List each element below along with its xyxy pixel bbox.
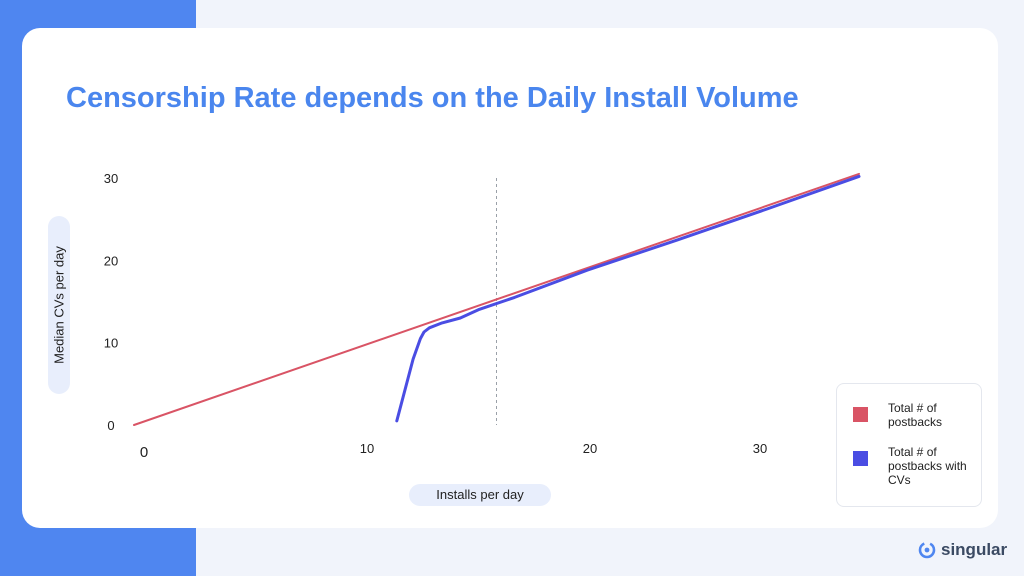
y-tick-label: 10 bbox=[104, 336, 118, 351]
page-title: Censorship Rate depends on the Daily Ins… bbox=[66, 82, 799, 114]
y-axis-label-pill bbox=[48, 216, 70, 394]
legend-item-postbacks-with-cvs: Total # of postbacks with CVs bbox=[853, 445, 968, 487]
brand-logo: singular bbox=[918, 540, 1007, 560]
y-tick-label: 20 bbox=[104, 253, 118, 268]
legend-swatch-total-postbacks bbox=[853, 407, 868, 422]
y-tick-label: 0 bbox=[107, 418, 114, 433]
singular-logo-icon bbox=[918, 541, 936, 559]
legend-label-total-postbacks: Total # of postbacks bbox=[888, 401, 943, 429]
x-tick-label: 10 bbox=[360, 441, 374, 456]
legend-item-total-postbacks: Total # of postbacks bbox=[853, 401, 968, 429]
x-axis-label: Installs per day bbox=[409, 484, 551, 506]
series-line-postbacks-with-cvs bbox=[395, 174, 861, 423]
brand-name: singular bbox=[941, 540, 1008, 559]
legend-label-postbacks-with-cvs: Total # of postbacks with CVs bbox=[888, 445, 967, 487]
series-lines bbox=[133, 172, 861, 426]
y-tick-label: 30 bbox=[104, 171, 118, 186]
x-axis-ticks: 0 10 20 30 bbox=[140, 441, 767, 461]
legend: Total # of postbacks Total # of postback… bbox=[836, 383, 982, 507]
series-line-total-postbacks bbox=[133, 172, 860, 426]
y-axis-ticks: 0 10 20 30 bbox=[104, 171, 118, 433]
legend-swatch-postbacks-with-cvs bbox=[853, 451, 868, 466]
x-tick-label: 20 bbox=[583, 441, 597, 456]
y-axis-label: Median CVs per day bbox=[51, 246, 67, 364]
x-tick-label: 0 bbox=[140, 444, 148, 461]
chart-card bbox=[22, 28, 998, 528]
x-tick-label: 30 bbox=[753, 441, 767, 456]
